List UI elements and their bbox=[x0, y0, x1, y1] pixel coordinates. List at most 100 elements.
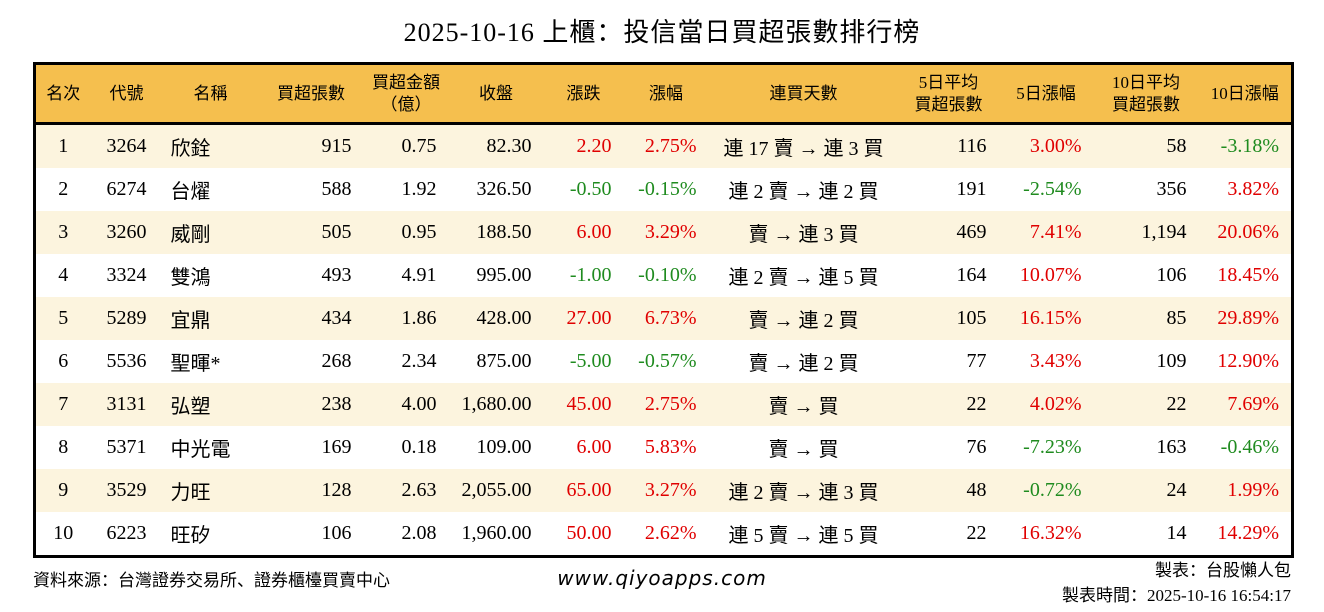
col-header-change-pct: 漲幅 bbox=[623, 63, 709, 125]
cell-avg5: 22 bbox=[898, 512, 999, 557]
cell-net-buy: 106 bbox=[258, 512, 364, 557]
cell-avg10: 163 bbox=[1093, 426, 1199, 469]
col-header-close: 收盤 bbox=[448, 63, 544, 125]
cell-net-buy: 128 bbox=[258, 469, 364, 512]
cell-change-pct: 3.27% bbox=[623, 469, 709, 512]
cell-streak: 連 2 賣 → 連 5 買 bbox=[708, 254, 899, 297]
cell-change-pct: -0.15% bbox=[623, 168, 709, 211]
cell-rank: 7 bbox=[34, 383, 91, 426]
cell-amount: 1.86 bbox=[363, 297, 449, 340]
cell-rank: 5 bbox=[34, 297, 91, 340]
table-row: 1 3264 欣銓 915 0.75 82.30 2.20 2.75% 連 17 賣 → 連 3… bbox=[34, 123, 1293, 168]
col-header-change: 漲跌 bbox=[543, 63, 624, 125]
cell-avg10: 109 bbox=[1093, 340, 1199, 383]
cell-amount: 0.75 bbox=[363, 123, 449, 168]
cell-amount: 4.91 bbox=[363, 254, 449, 297]
cell-code: 6274 bbox=[90, 168, 163, 211]
cell-avg5: 22 bbox=[898, 383, 999, 426]
cell-name: 雙鴻 bbox=[162, 254, 259, 297]
cell-net-buy: 588 bbox=[258, 168, 364, 211]
table-row: 8 5371 中光電 169 0.18 109.00 6.00 5.83% 賣 → 買 76 -7.… bbox=[34, 426, 1293, 469]
cell-pct10: 7.69% bbox=[1198, 383, 1293, 426]
cell-close: 82.30 bbox=[448, 123, 544, 168]
cell-name: 聖暉* bbox=[162, 340, 259, 383]
cell-streak: 賣 → 買 bbox=[708, 426, 899, 469]
cell-close: 2,055.00 bbox=[448, 469, 544, 512]
cell-pct10: 12.90% bbox=[1198, 340, 1293, 383]
cell-avg5: 164 bbox=[898, 254, 999, 297]
cell-streak: 賣 → 連 2 買 bbox=[708, 340, 899, 383]
col-header-name: 名稱 bbox=[162, 63, 259, 125]
cell-avg5: 77 bbox=[898, 340, 999, 383]
cell-code: 3264 bbox=[90, 123, 163, 168]
cell-pct10: 20.06% bbox=[1198, 211, 1293, 254]
cell-change-pct: 6.73% bbox=[623, 297, 709, 340]
cell-avg5: 191 bbox=[898, 168, 999, 211]
col-header-pct10: 10日漲幅 bbox=[1198, 63, 1293, 125]
cell-rank: 10 bbox=[34, 512, 91, 557]
cell-pct10: -0.46% bbox=[1198, 426, 1293, 469]
cell-code: 5371 bbox=[90, 426, 163, 469]
cell-pct5: 7.41% bbox=[998, 211, 1094, 254]
cell-change: 50.00 bbox=[543, 512, 624, 557]
cell-change: 6.00 bbox=[543, 426, 624, 469]
cell-streak: 連 2 賣 → 連 3 買 bbox=[708, 469, 899, 512]
cell-avg5: 48 bbox=[898, 469, 999, 512]
cell-close: 428.00 bbox=[448, 297, 544, 340]
cell-change-pct: 3.29% bbox=[623, 211, 709, 254]
cell-amount: 0.95 bbox=[363, 211, 449, 254]
cell-name: 旺矽 bbox=[162, 512, 259, 557]
cell-amount: 2.08 bbox=[363, 512, 449, 557]
cell-rank: 8 bbox=[34, 426, 91, 469]
cell-pct5: -2.54% bbox=[998, 168, 1094, 211]
table-row: 6 5536 聖暉* 268 2.34 875.00 -5.00 -0.57% 賣 → 連 2 … bbox=[34, 340, 1293, 383]
col-header-net-buy: 買超張數 bbox=[258, 63, 364, 125]
table-row: 9 3529 力旺 128 2.63 2,055.00 65.00 3.27% 連 2 賣 → … bbox=[34, 469, 1293, 512]
cell-name: 宜鼎 bbox=[162, 297, 259, 340]
cell-change: 65.00 bbox=[543, 469, 624, 512]
cell-code: 3324 bbox=[90, 254, 163, 297]
cell-streak: 賣 → 連 3 買 bbox=[708, 211, 899, 254]
cell-net-buy: 238 bbox=[258, 383, 364, 426]
cell-close: 995.00 bbox=[448, 254, 544, 297]
cell-amount: 0.18 bbox=[363, 426, 449, 469]
col-header-pct5: 5日漲幅 bbox=[998, 63, 1094, 125]
cell-code: 3529 bbox=[90, 469, 163, 512]
ranking-table: 名次 代號 名稱 買超張數 買超金額 （億） 收盤 漲跌 漲幅 連買天數 5日平均 買超張數 5日漲… bbox=[33, 62, 1294, 558]
cell-change: -1.00 bbox=[543, 254, 624, 297]
timestamp-label: 製表時間：2025-10-16 16:54:17 bbox=[1061, 586, 1291, 605]
cell-net-buy: 268 bbox=[258, 340, 364, 383]
cell-name: 中光電 bbox=[162, 426, 259, 469]
cell-avg5: 76 bbox=[898, 426, 999, 469]
cell-close: 875.00 bbox=[448, 340, 544, 383]
cell-change: -0.50 bbox=[543, 168, 624, 211]
cell-pct10: 14.29% bbox=[1198, 512, 1293, 557]
cell-streak: 賣 → 買 bbox=[708, 383, 899, 426]
cell-avg10: 24 bbox=[1093, 469, 1199, 512]
cell-pct5: 10.07% bbox=[998, 254, 1094, 297]
cell-change-pct: -0.57% bbox=[623, 340, 709, 383]
cell-avg10: 14 bbox=[1093, 512, 1199, 557]
cell-change-pct: 5.83% bbox=[623, 426, 709, 469]
cell-close: 1,680.00 bbox=[448, 383, 544, 426]
cell-net-buy: 493 bbox=[258, 254, 364, 297]
cell-change-pct: 2.62% bbox=[623, 512, 709, 557]
cell-avg10: 22 bbox=[1093, 383, 1199, 426]
data-source-label: 資料來源：台灣證券交易所、證券櫃檯買賣中心 bbox=[33, 571, 390, 590]
cell-avg10: 58 bbox=[1093, 123, 1199, 168]
cell-name: 弘塑 bbox=[162, 383, 259, 426]
cell-pct5: -0.72% bbox=[998, 469, 1094, 512]
table-row: 2 6274 台燿 588 1.92 326.50 -0.50 -0.15% 連 2 賣 → 連… bbox=[34, 168, 1293, 211]
cell-pct10: 18.45% bbox=[1198, 254, 1293, 297]
cell-avg5: 116 bbox=[898, 123, 999, 168]
cell-name: 台燿 bbox=[162, 168, 259, 211]
cell-net-buy: 169 bbox=[258, 426, 364, 469]
cell-streak: 賣 → 連 2 買 bbox=[708, 297, 899, 340]
cell-change: 27.00 bbox=[543, 297, 624, 340]
col-header-code: 代號 bbox=[90, 63, 163, 125]
cell-avg10: 1,194 bbox=[1093, 211, 1199, 254]
table-row: 4 3324 雙鴻 493 4.91 995.00 -1.00 -0.10% 連 2 賣 → 連… bbox=[34, 254, 1293, 297]
cell-avg5: 105 bbox=[898, 297, 999, 340]
cell-pct5: 16.32% bbox=[998, 512, 1094, 557]
cell-pct5: 16.15% bbox=[998, 297, 1094, 340]
